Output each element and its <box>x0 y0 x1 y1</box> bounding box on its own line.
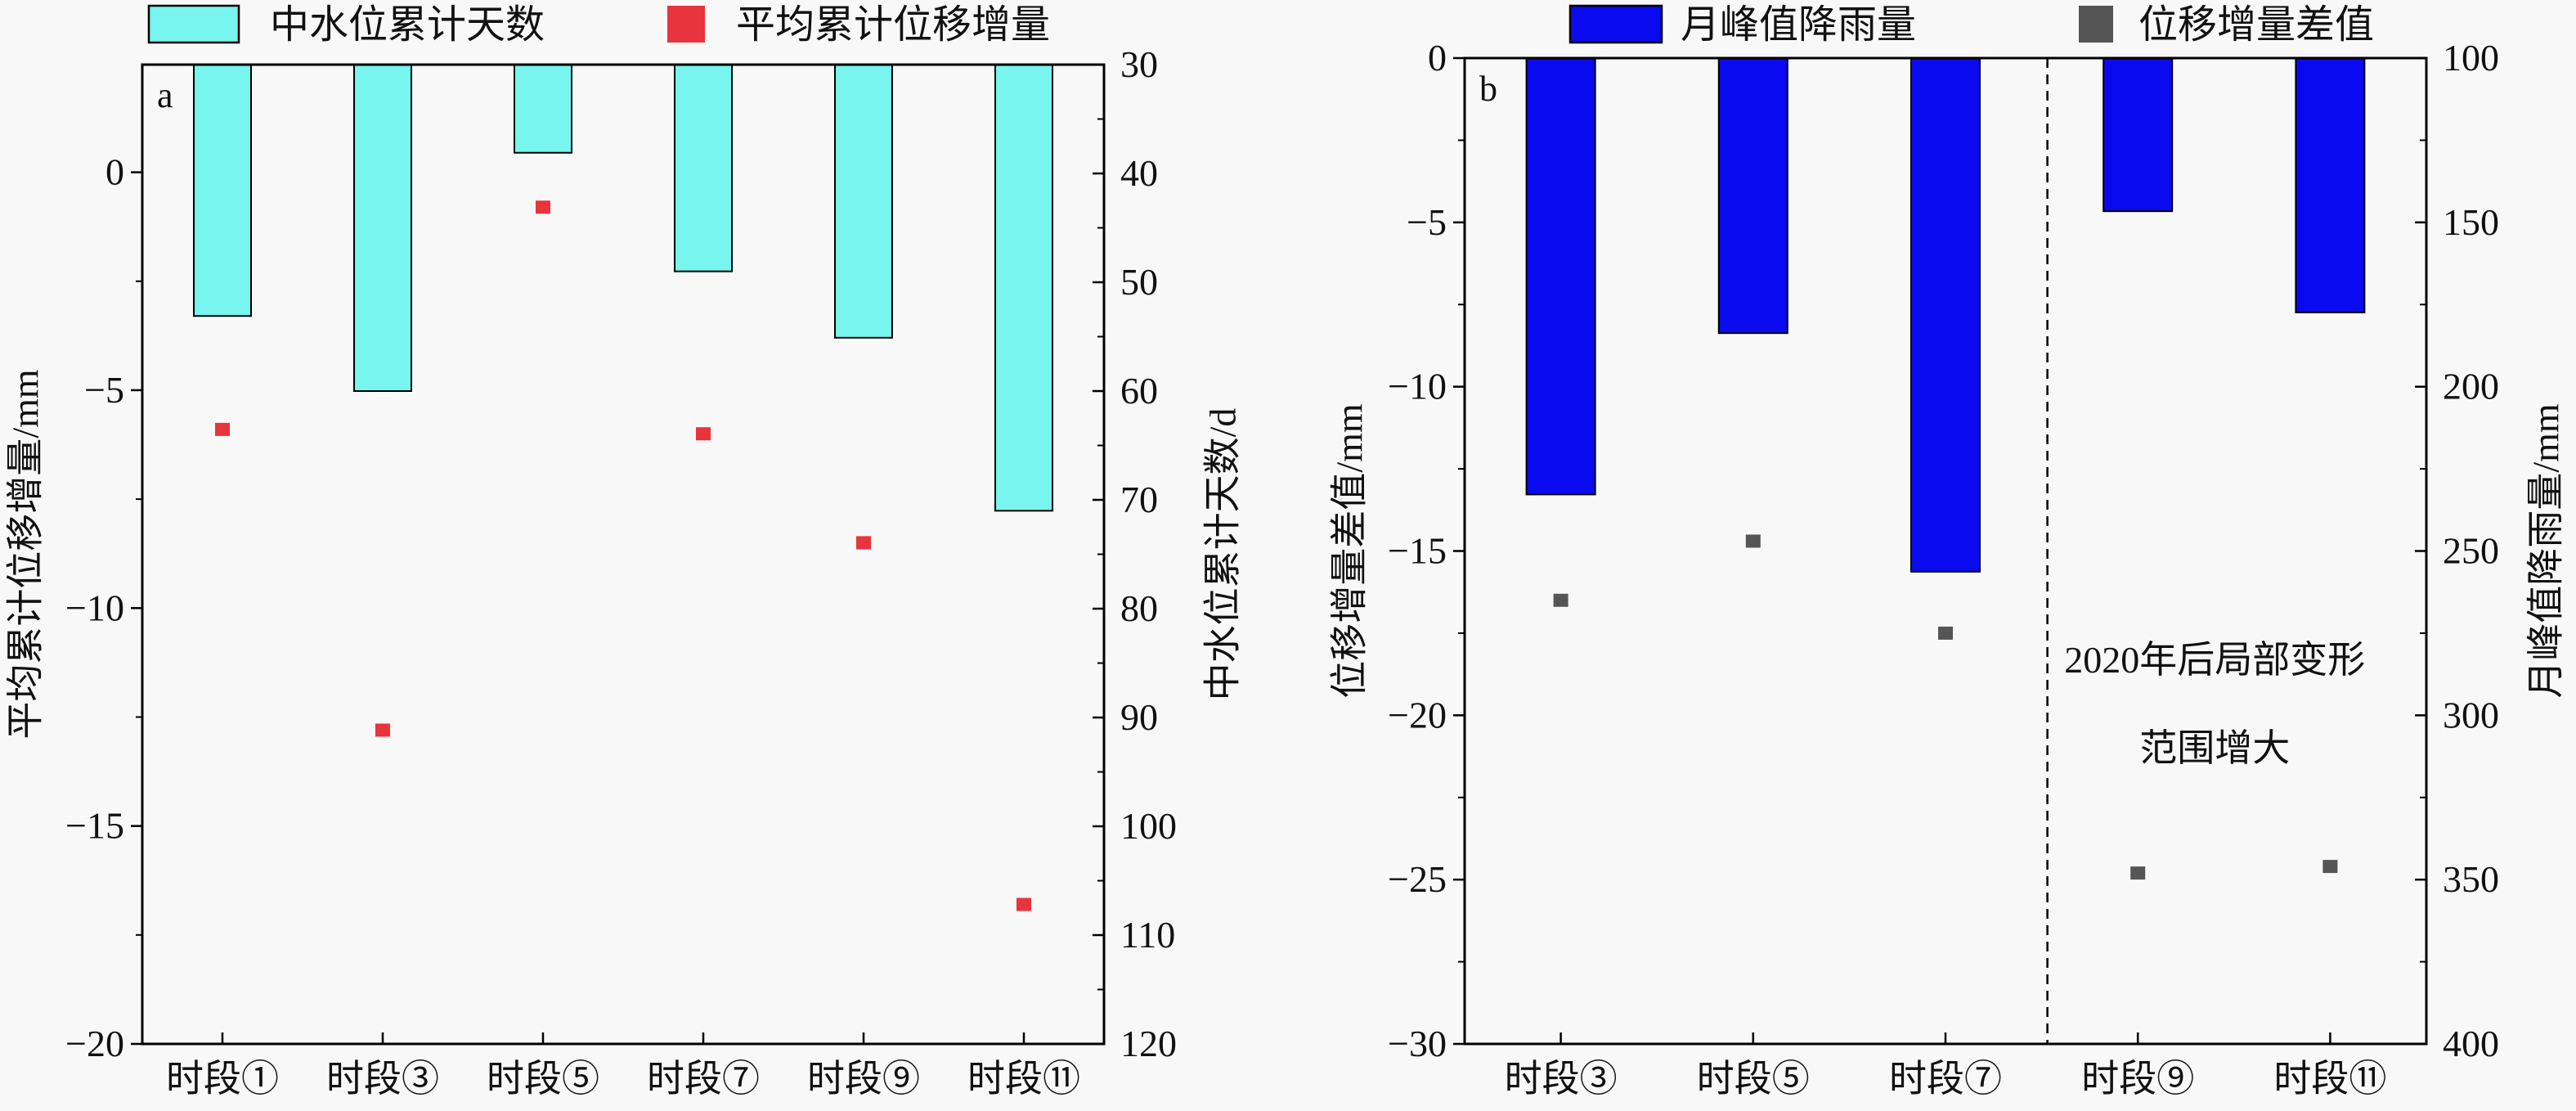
right-tick-label: 100 <box>1120 805 1177 847</box>
left-tick-label: −5 <box>84 369 124 411</box>
right-tick-label: 150 <box>2443 201 2499 243</box>
point-2 <box>536 200 550 214</box>
annotation-text: 2020年后局部变形 <box>2064 639 2365 681</box>
x-tick-label: 时段⑤ <box>487 1058 599 1100</box>
bar-1 <box>1717 57 1788 335</box>
legend-bar-swatch <box>1568 4 1663 44</box>
point-0 <box>215 422 230 436</box>
point-1 <box>1745 534 1761 548</box>
right-axis-label: 月峰值降雨量/mm <box>2525 403 2567 699</box>
point-4 <box>2322 860 2338 874</box>
x-tick-label: 时段⑤ <box>1697 1058 1810 1100</box>
panel-label: b <box>1479 69 1497 109</box>
panel-label: a <box>157 75 173 115</box>
point-3 <box>696 427 711 441</box>
left-axis-label: 位移增量差值/mm <box>1329 403 1371 699</box>
right-tick-label: 40 <box>1120 152 1158 194</box>
x-tick-label: 时段⑦ <box>647 1058 760 1100</box>
right-tick-label: 200 <box>2443 366 2499 407</box>
panel-a: a0 −5 −10 −15 −20 30 40 50 60 70 80 90 100 110 120 时段① 时… <box>5 3 1244 1100</box>
x-tick-label: 时段③ <box>326 1058 439 1100</box>
legend-point-swatch <box>2079 6 2113 43</box>
x-tick-label: 时段③ <box>1505 1058 1618 1100</box>
x-tick-label: 时段① <box>166 1058 279 1100</box>
right-axis-label: 中水位累计天数/d <box>1202 408 1244 701</box>
left-tick-label: −10 <box>65 587 124 628</box>
left-tick-label: −30 <box>1388 1023 1447 1064</box>
bar-0 <box>1525 57 1596 496</box>
legend-bar-label: 月峰值降雨量 <box>1681 3 1916 47</box>
legend-point-label: 平均累计位移增量 <box>736 3 1050 47</box>
right-tick-label: 110 <box>1120 914 1175 956</box>
point-5 <box>1016 897 1031 911</box>
legend-bar-swatch <box>147 4 240 44</box>
right-tick-label: 50 <box>1120 261 1158 303</box>
bar-2 <box>1910 57 1981 573</box>
left-tick-label: −15 <box>65 805 124 847</box>
bar-3 <box>674 64 733 272</box>
legend-point-label: 位移增量差值 <box>2138 3 2374 47</box>
bar-3 <box>2103 57 2174 213</box>
plot-frame <box>141 63 1106 1046</box>
left-tick-label: −15 <box>1388 530 1447 572</box>
point-2 <box>1938 626 1953 640</box>
x-tick-label: 时段⑨ <box>2081 1058 2194 1100</box>
right-tick-label: 100 <box>2443 37 2499 79</box>
right-tick-label: 120 <box>1120 1023 1177 1064</box>
left-tick-label: −20 <box>1388 694 1447 735</box>
right-tick-label: 250 <box>2443 530 2499 572</box>
x-tick-label: 时段⑨ <box>807 1058 920 1100</box>
right-tick-label: 90 <box>1120 696 1158 738</box>
right-tick-label: 30 <box>1120 43 1158 85</box>
bar-4 <box>2295 57 2366 313</box>
bar-4 <box>834 64 893 339</box>
right-tick-label: 350 <box>2443 858 2499 900</box>
right-tick-label: 300 <box>2443 694 2499 735</box>
x-tick-label: 时段⑦ <box>1889 1058 2002 1100</box>
right-tick-label: 60 <box>1120 370 1158 412</box>
right-tick-label: 80 <box>1120 587 1158 629</box>
annotation-text: 范围增大 <box>2139 727 2290 769</box>
legend-bar-label: 中水位累计天数 <box>270 3 545 47</box>
bar-1 <box>353 64 412 392</box>
right-tick-label: 70 <box>1120 479 1158 520</box>
point-3 <box>2130 866 2146 880</box>
x-tick-label: 时段⑪ <box>967 1058 1080 1100</box>
left-tick-label: −25 <box>1388 858 1447 900</box>
right-tick-label: 400 <box>2443 1023 2499 1064</box>
left-tick-label: 0 <box>1428 37 1447 79</box>
left-tick-label: −20 <box>65 1023 124 1064</box>
left-axis-label: 平均累计位移增量/mm <box>5 369 47 740</box>
bar-5 <box>994 64 1053 512</box>
panel-b: b0 −5 −10 −15 −20 −25 −30 100 150 200 250 300 350 400… <box>1329 3 2567 1100</box>
left-tick-label: 0 <box>105 151 124 193</box>
left-tick-label: −10 <box>1388 366 1447 407</box>
x-tick-label: 时段⑪ <box>2273 1058 2386 1100</box>
legend-point-swatch <box>667 6 705 43</box>
bar-0 <box>193 64 252 317</box>
bar-2 <box>514 64 572 154</box>
point-4 <box>856 536 871 550</box>
point-1 <box>375 723 390 737</box>
left-tick-label: −5 <box>1407 201 1447 243</box>
point-0 <box>1553 593 1568 607</box>
